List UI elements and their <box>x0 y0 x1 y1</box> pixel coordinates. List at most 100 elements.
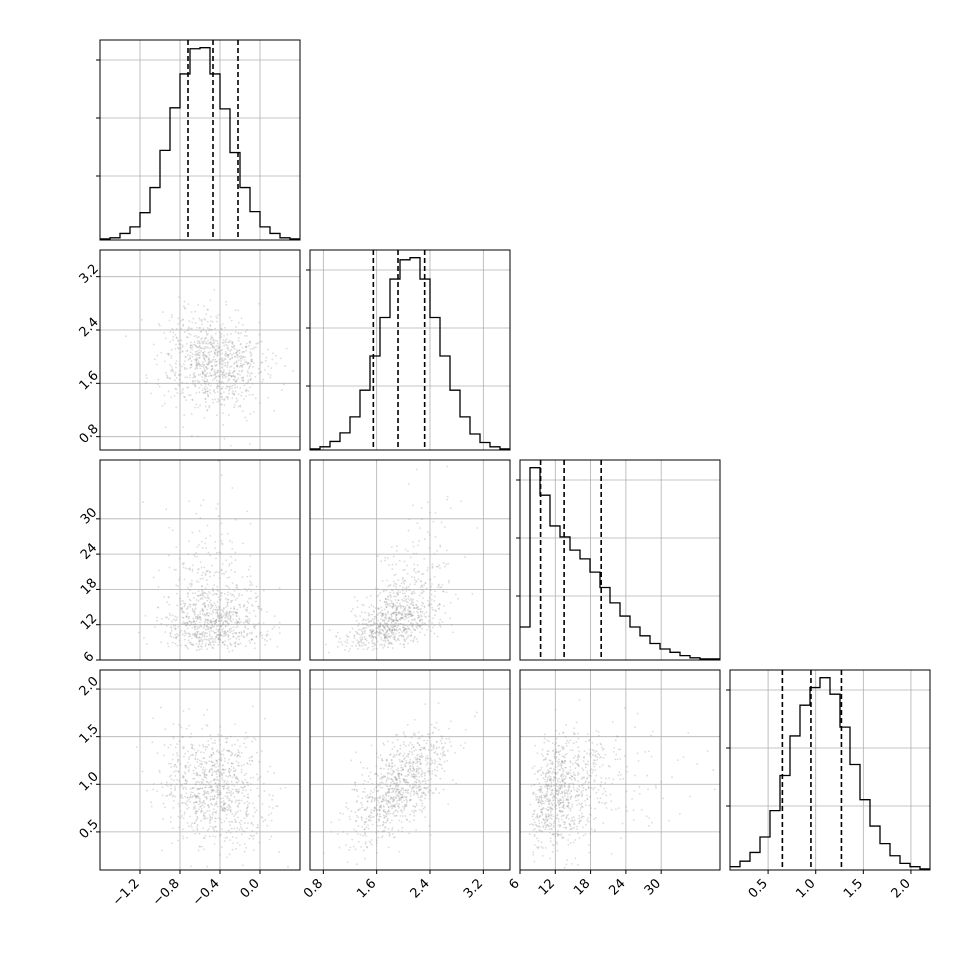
sample-point <box>212 779 215 782</box>
sample-point <box>269 374 272 376</box>
sample-point <box>211 610 214 613</box>
sample-point <box>412 569 415 572</box>
sample-point <box>372 636 375 639</box>
density-cell <box>142 549 283 719</box>
sample-point <box>416 757 419 760</box>
sample-point <box>192 754 195 757</box>
sample-point <box>348 815 351 818</box>
sample-point <box>156 383 159 385</box>
sample-point <box>563 778 566 781</box>
sample-point <box>393 776 396 778</box>
sample-point <box>399 747 402 750</box>
sample-point <box>203 815 206 817</box>
sample-point <box>383 627 386 630</box>
sample-point <box>396 781 399 784</box>
sample-point <box>221 572 224 575</box>
sample-point <box>207 603 210 606</box>
sample-point <box>612 778 615 781</box>
sample-point <box>191 608 194 610</box>
sample-point <box>208 363 210 365</box>
sample-point <box>177 317 180 320</box>
sample-point <box>434 774 437 776</box>
sample-point <box>249 352 252 355</box>
sample-point <box>178 740 181 743</box>
sample-point <box>190 364 193 366</box>
sample-point <box>385 815 388 818</box>
sample-point <box>233 375 236 378</box>
sample-point <box>180 608 183 611</box>
sample-point <box>559 792 562 795</box>
sample-point <box>413 563 416 566</box>
sample-point <box>236 739 239 742</box>
sample-point <box>446 465 449 468</box>
sample-point <box>382 590 385 593</box>
sample-point <box>551 742 554 745</box>
sample-point <box>548 740 551 743</box>
sample-point <box>202 329 205 332</box>
sample-point <box>200 801 203 804</box>
sample-point <box>222 374 225 377</box>
sample-point <box>209 795 212 798</box>
sample-point <box>216 797 218 800</box>
sample-point <box>554 784 557 787</box>
sample-point <box>416 606 419 609</box>
sample-point <box>215 375 218 378</box>
histogram-step <box>310 257 510 450</box>
sample-point <box>208 382 210 385</box>
sample-point <box>222 764 224 766</box>
sample-point <box>379 636 382 639</box>
sample-point <box>227 622 230 625</box>
sample-point <box>193 748 196 751</box>
sample-point <box>205 537 207 540</box>
sample-point <box>390 618 393 620</box>
sample-point <box>407 769 410 772</box>
sample-point <box>226 621 229 624</box>
sample-point <box>234 559 237 562</box>
sample-point <box>412 783 414 786</box>
sample-point <box>400 582 403 585</box>
sample-point <box>418 540 421 542</box>
sample-point <box>195 751 197 754</box>
sample-point <box>407 597 410 600</box>
sample-point <box>384 613 387 616</box>
sample-point <box>209 786 212 789</box>
sample-point <box>217 779 220 782</box>
sample-point <box>187 806 190 809</box>
sample-point <box>413 811 415 814</box>
sample-point <box>394 782 397 785</box>
sample-point <box>396 793 399 796</box>
sample-point <box>191 568 194 571</box>
sample-point <box>170 792 173 795</box>
sample-point <box>205 341 208 344</box>
sample-point <box>235 612 238 614</box>
sample-point <box>194 754 197 757</box>
sample-point <box>199 633 202 635</box>
sample-point <box>430 593 433 596</box>
sample-point <box>222 808 224 811</box>
sample-point <box>229 642 231 645</box>
sample-point <box>228 771 231 774</box>
sample-point <box>213 639 216 641</box>
sample-point <box>412 745 415 748</box>
sample-point <box>165 625 168 627</box>
sample-point <box>403 809 405 811</box>
sample-point <box>209 389 211 391</box>
sample-point <box>185 399 188 402</box>
sample-point <box>410 747 413 750</box>
sample-point <box>410 639 412 642</box>
sample-point <box>241 864 244 867</box>
density-cell <box>140 291 286 433</box>
sample-point <box>195 358 198 361</box>
sample-point <box>392 804 395 807</box>
sample-point <box>205 635 208 638</box>
sample-point <box>420 809 423 812</box>
sample-point <box>196 326 198 329</box>
sample-point <box>375 630 378 633</box>
sample-point <box>207 342 209 345</box>
sample-point <box>208 329 211 332</box>
sample-point <box>415 781 418 784</box>
sample-point <box>407 755 410 758</box>
sample-point <box>385 798 387 801</box>
sample-point <box>623 707 626 709</box>
sample-point <box>547 809 549 812</box>
